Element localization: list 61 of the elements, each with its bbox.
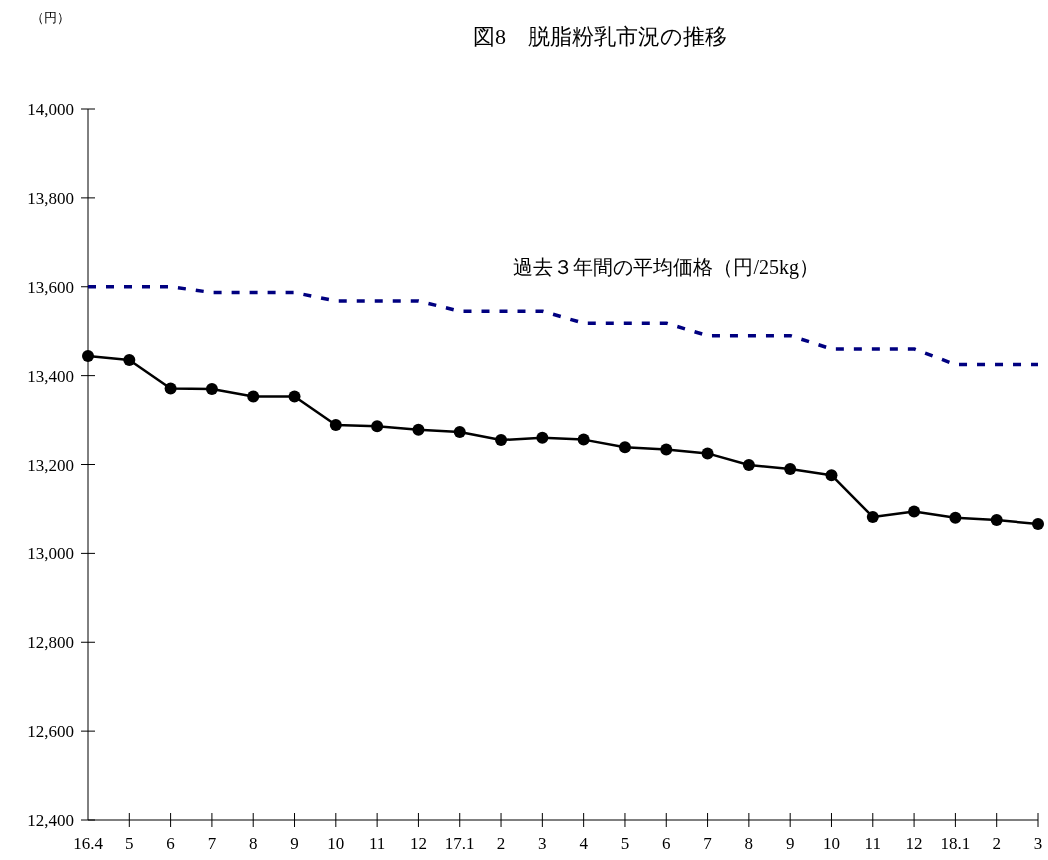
- point: [784, 462, 797, 475]
- point: [618, 441, 631, 454]
- y-tick-label: 12,400: [27, 811, 74, 830]
- x-tick-label: 3: [538, 834, 547, 853]
- x-tick-label: 7: [703, 834, 713, 853]
- point: [1032, 518, 1044, 531]
- point: [82, 350, 94, 363]
- y-tick-label: 12,800: [27, 633, 74, 653]
- point: [908, 505, 921, 518]
- x-tick-label: 17.1: [444, 834, 475, 853]
- x-tick-label: 9: [290, 834, 299, 853]
- x-tick-label: 11: [368, 834, 386, 853]
- x-tick-label: 5: [125, 834, 134, 853]
- point: [949, 511, 962, 524]
- x-tick-label: 10: [822, 834, 840, 853]
- point: [205, 382, 218, 395]
- point: [536, 431, 549, 444]
- x-tick-label: 18.1: [940, 834, 971, 853]
- x-tick-label: 12: [409, 834, 427, 853]
- point: [453, 426, 466, 439]
- x-tick-label: 8: [744, 834, 754, 853]
- point: [371, 420, 384, 433]
- point: [123, 354, 136, 367]
- x-tick-label: 11: [864, 834, 881, 853]
- x-tick-label: 5: [620, 834, 630, 853]
- x-tick-label: 2: [496, 834, 506, 853]
- x-tick-label: 16.4: [73, 834, 104, 853]
- point: [866, 510, 879, 523]
- chart-title: 図8 脱脂粉乳市況の推移: [473, 24, 727, 49]
- y-tick-label: 12,600: [27, 722, 74, 742]
- x-tick-label: 2: [992, 834, 1001, 853]
- x-tick-label: 6: [662, 834, 671, 853]
- point: [412, 423, 425, 436]
- point: [701, 447, 714, 460]
- line-series: [86, 285, 1040, 367]
- point: [825, 469, 838, 482]
- x-tick-label: 10: [327, 834, 345, 853]
- y-tick-label: 13,800: [27, 188, 74, 208]
- series-label: 過去３年間の平均価格（円/25kg）: [513, 256, 819, 280]
- x-tick-label: 4: [579, 834, 589, 853]
- x-tick-label: 9: [785, 834, 795, 853]
- y-tick-label: 13,600: [27, 277, 74, 297]
- point: [164, 382, 177, 395]
- x-tick-label: 3: [1033, 834, 1043, 853]
- x-tick-label: 6: [166, 834, 175, 853]
- y-tick-label: 13,200: [27, 455, 74, 475]
- y-tick-label: 13,400: [27, 366, 74, 386]
- point: [329, 418, 342, 431]
- point: [660, 443, 673, 456]
- point: [495, 434, 508, 447]
- point: [742, 458, 755, 471]
- point: [288, 390, 301, 403]
- y-tick-label: 13,000: [27, 544, 74, 564]
- x-tick-label: 8: [248, 834, 258, 853]
- point: [247, 390, 260, 403]
- x-tick-label: 12: [905, 834, 923, 853]
- point: [577, 433, 590, 446]
- x-tick-label: 7: [207, 834, 217, 853]
- point: [990, 514, 1003, 527]
- y-tick-label: 14,000: [27, 100, 74, 119]
- text: （円）: [30, 10, 70, 25]
